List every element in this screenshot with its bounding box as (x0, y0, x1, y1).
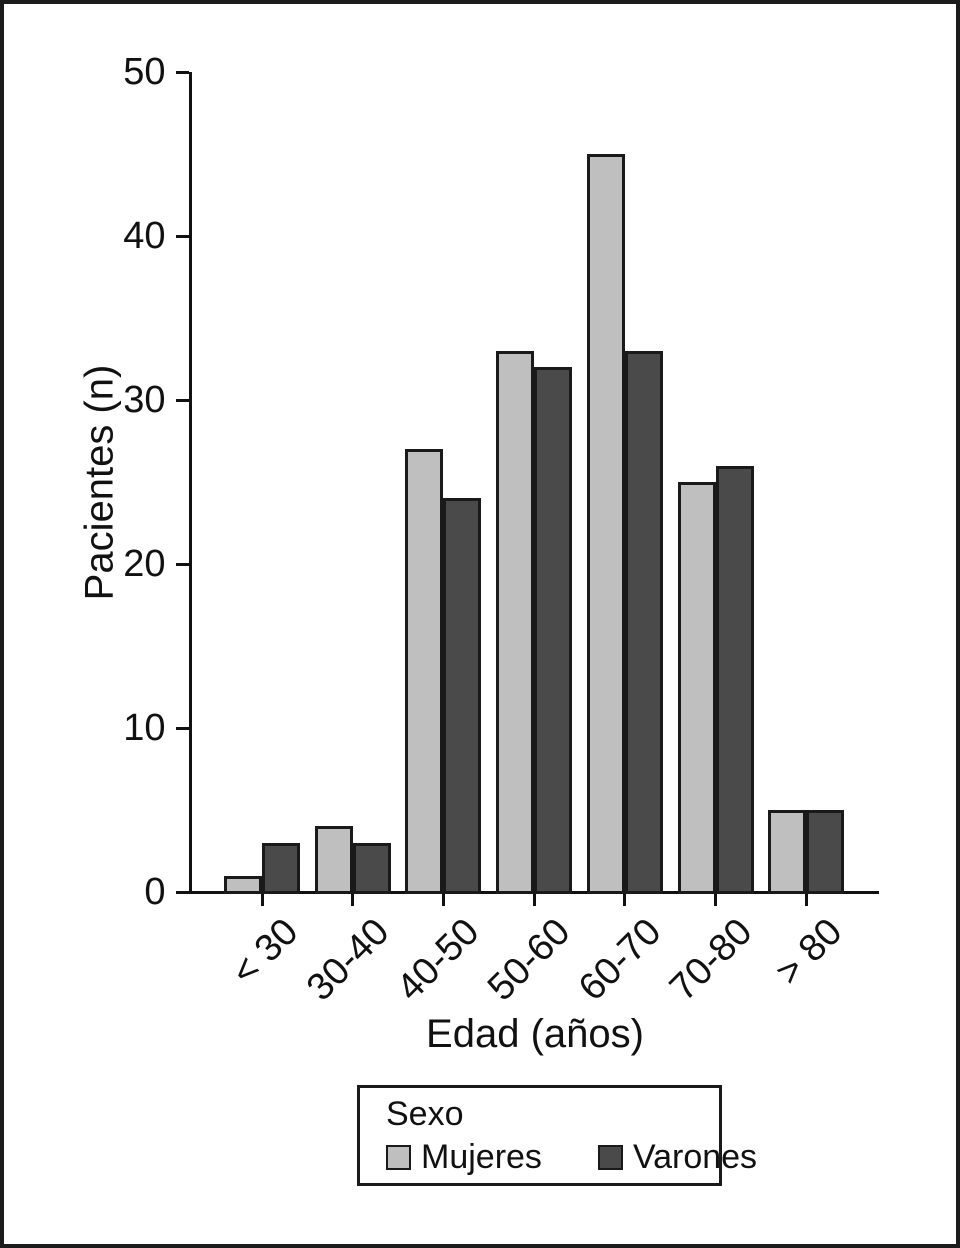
x-tick-mark-6 (804, 892, 808, 906)
y-tick-mark-20 (175, 562, 189, 566)
legend-title: Sexo (386, 1095, 464, 1133)
y-tick-mark-30 (175, 398, 189, 402)
y-tick-label-20: 20 (123, 543, 166, 585)
y-tick-mark-10 (175, 726, 189, 730)
y-tick-mark-0 (175, 890, 189, 894)
y-axis-line (188, 72, 192, 894)
legend-item-label-varones: Varones (632, 1138, 758, 1176)
legend-item-varones: Varones (597, 1138, 758, 1177)
bar-mujeres-1 (314, 826, 353, 894)
bar-mujeres-5 (677, 482, 716, 894)
bar-varones-6 (806, 810, 845, 894)
y-tick-label-40: 40 (123, 215, 166, 257)
x-axis-title: Edad (años) (426, 1012, 644, 1056)
y-tick-label-50: 50 (123, 51, 166, 93)
bar-varones-2 (443, 498, 482, 894)
legend-item-mujeres: Mujeres (386, 1138, 542, 1177)
bar-mujeres-0 (224, 875, 262, 894)
x-tick-mark-5 (714, 892, 717, 906)
x-tick-mark-0 (260, 892, 264, 906)
y-tick-mark-40 (175, 234, 189, 238)
bar-mujeres-3 (496, 350, 535, 894)
legend-items: Mujeres Varones (386, 1138, 757, 1177)
x-tick-mark-4 (623, 892, 627, 906)
bar-mujeres-6 (768, 810, 807, 894)
legend-item-label-mujeres: Mujeres (421, 1138, 542, 1176)
y-tick-label-10: 10 (123, 707, 166, 749)
bar-varones-5 (715, 465, 754, 894)
bar-varones-4 (624, 350, 663, 894)
mujeres-swatch-icon (386, 1145, 411, 1170)
legend: Sexo Mujeres Varones (357, 1085, 757, 1186)
bar-varones-3 (534, 367, 573, 894)
bar-varones-1 (352, 842, 391, 894)
bar-mujeres-4 (586, 154, 625, 894)
y-tick-label-0: 0 (144, 871, 166, 913)
bar-mujeres-2 (405, 449, 444, 894)
y-tick-mark-50 (175, 70, 189, 74)
x-tick-mark-2 (441, 892, 445, 906)
x-tick-mark-1 (351, 892, 355, 906)
y-tick-label-30: 30 (123, 379, 166, 421)
varones-swatch-icon (597, 1145, 623, 1170)
x-tick-mark-3 (532, 892, 536, 906)
bar-varones-0 (262, 842, 300, 894)
y-axis-title: Pacientes (n) (77, 364, 122, 601)
